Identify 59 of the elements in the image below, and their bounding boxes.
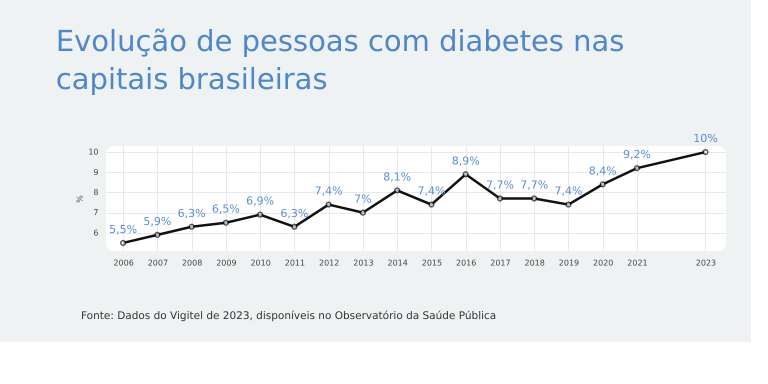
y-tick-label: 9 [93,168,98,177]
y-tick-label: 6 [93,228,98,238]
data-label: 7% [354,192,372,206]
y-axis-title: % [75,194,84,203]
source-note: Fonte: Dados do Vigitel de 2023, disponíveis no Observatório da Saúde Pública [81,310,496,322]
x-tick-label: 2007 [148,258,168,268]
data-label: 7,4% [417,184,446,198]
point [291,224,298,230]
point [496,195,504,202]
x-tick-label: 2011 [284,258,306,268]
point [154,232,160,238]
x-tick-label: 2013 [353,258,374,268]
data-label: 5,5% [109,222,138,236]
x-tick-label: 2023 [696,258,716,268]
x-tick-label: 2016 [456,258,476,268]
x-tick-label: 2019 [558,258,580,268]
point [428,201,435,208]
data-label: 6,3% [280,206,308,220]
data-label: 6,9% [246,194,274,208]
chart-title: Evolução de pessoas com diabetes nas capitais brasileiras [56,24,624,96]
point [222,220,229,226]
point [120,240,126,246]
data-label: 7,4% [554,184,582,198]
point [188,224,195,230]
point [600,181,606,188]
point [360,210,366,216]
point [702,148,709,156]
data-label: 8,1% [383,170,412,184]
point [634,165,640,172]
x-tick-label: 2020 [593,258,614,268]
data-label: 8,4% [588,164,617,178]
data-label: 5,9% [143,214,172,228]
x-tick-label: 2008 [182,258,202,268]
point [462,171,469,178]
point [531,195,538,202]
y-tick-label: 8 [93,188,98,197]
data-label: 9,2% [622,148,651,162]
x-tick-label: 2021 [627,258,648,268]
data-label: 7,7% [520,178,548,192]
y-tick-label: 10 [88,148,98,157]
point [326,201,332,208]
data-label: 6,3% [178,206,206,220]
data-label: 7,4% [314,184,343,198]
point [394,187,400,194]
x-tick-label: 2014 [387,258,408,268]
data-label: 10% [693,132,718,146]
x-tick-label: 2012 [318,258,340,268]
x-tick-label: 2018 [524,258,545,268]
point [565,201,572,208]
data-label: 8,9% [452,154,480,168]
x-tick-label: 2006 [113,258,134,268]
x-tick-label: 2017 [490,258,511,268]
y-tick-label: 7 [93,208,98,218]
x-tick-label: 2015 [422,258,442,268]
x-tick-label: 2010 [250,258,271,268]
data-label: 6,5% [212,202,240,216]
data-label: 7,7% [486,178,514,192]
point [257,212,264,218]
x-tick-label: 2009 [216,258,237,268]
